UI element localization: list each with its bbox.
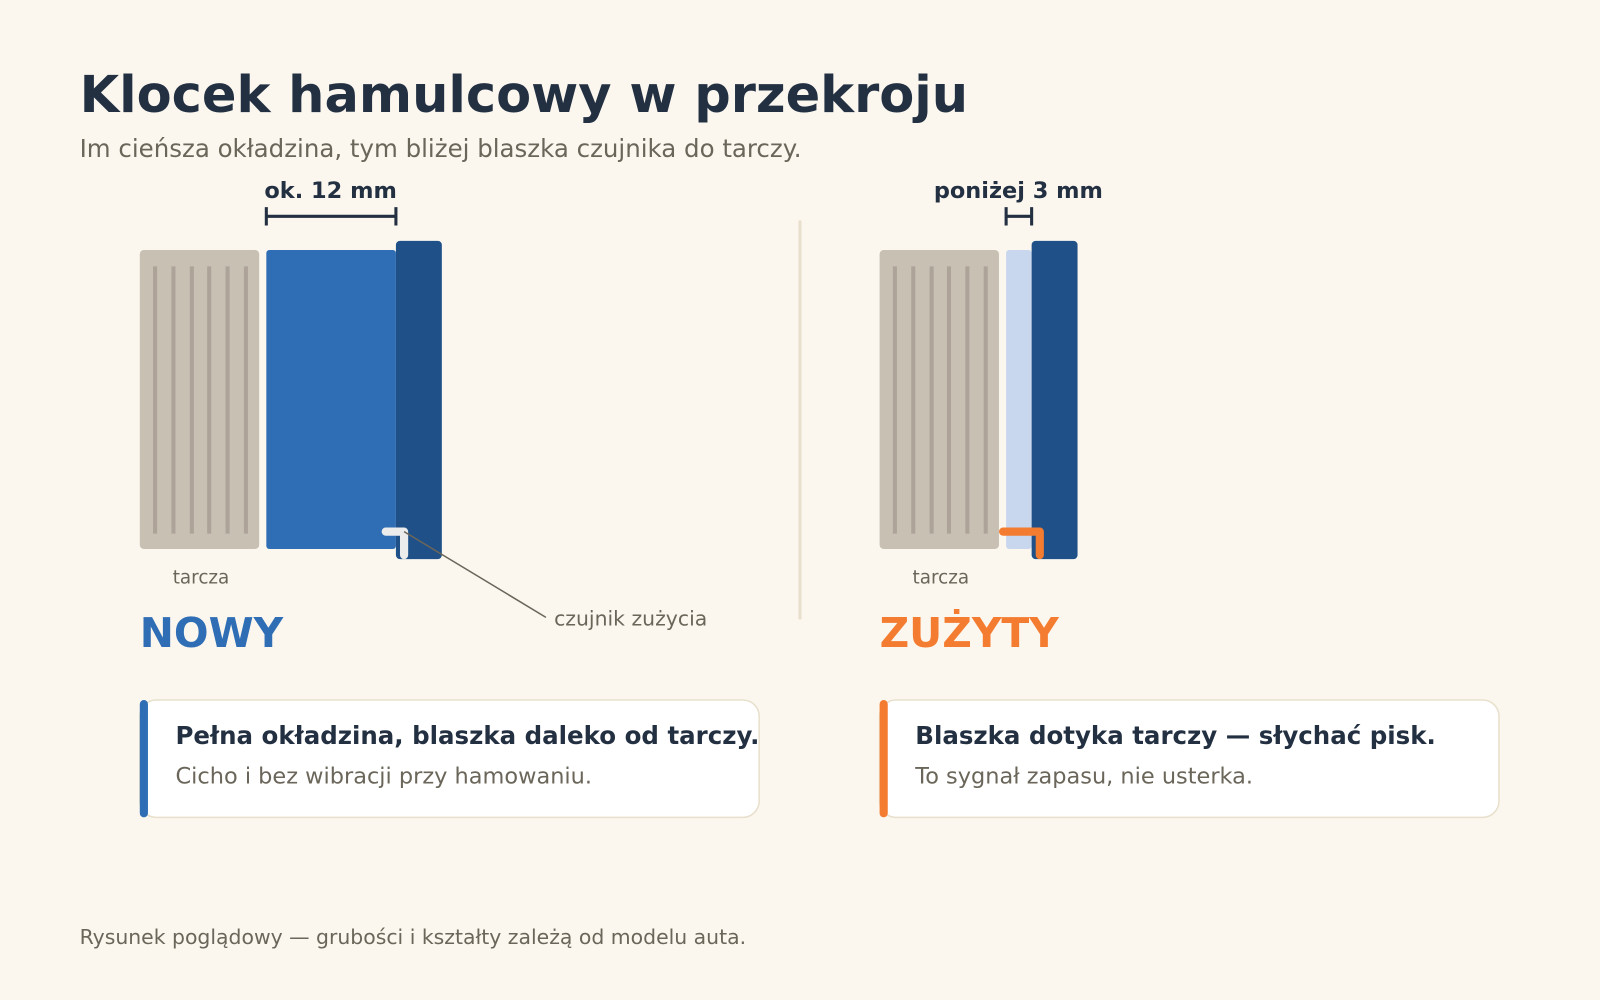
note-card: [139, 699, 760, 819]
callout-line: [403, 530, 547, 619]
disc-grooves: [892, 266, 988, 534]
disc: [879, 250, 999, 549]
dimension-line: [264, 207, 398, 226]
worn-pad-diagram: poniżej 3 mm tarcza ZUŻYTY: [879, 178, 1103, 657]
new-pad-diagram: ok. 12 mm czujnik zużycia tarcza NOWY: [139, 178, 707, 657]
state-label: NOWY: [140, 609, 284, 657]
backing-plate: [395, 240, 442, 560]
disc-grooves: [153, 266, 248, 534]
dimension-line: [1004, 207, 1034, 226]
wear-sensor: [998, 527, 1044, 560]
footer: Rysunek poglądowy — grubości i kształty …: [80, 925, 746, 949]
note-accent: [139, 700, 148, 818]
note-title: Pełna okładzina, blaszka daleko od tarcz…: [176, 721, 760, 750]
title: Klocek hamulcowy w przekroju: [80, 66, 969, 125]
thickness-label: ok. 12 mm: [264, 178, 396, 204]
state-label: ZUŻYTY: [880, 609, 1060, 657]
friction-lining: [266, 250, 396, 549]
disc-label: tarcza: [913, 568, 970, 589]
disc-label: tarcza: [173, 568, 230, 589]
note-title: Blaszka dotyka tarczy — słychać pisk.: [915, 721, 1436, 750]
disc: [139, 250, 260, 549]
subtitle: Im cieńsza okładzina, tym bliżej blaszka…: [80, 134, 802, 163]
thickness-label: poniżej 3 mm: [934, 178, 1103, 204]
backing-plate: [1031, 240, 1078, 560]
note-card: [878, 699, 1500, 819]
friction-lining: [1006, 250, 1032, 549]
new-pad-note: Pełna okładzina, blaszka daleko od tarcz…: [139, 699, 760, 819]
note-text: To sygnał zapasu, nie usterka.: [914, 764, 1253, 790]
callout-label: czujnik zużycia: [554, 607, 707, 631]
worn-pad-note: Blaszka dotyka tarczy — słychać pisk. To…: [878, 699, 1500, 819]
note-accent: [879, 700, 888, 818]
note-text: Cicho i bez wibracji przy hamowaniu.: [176, 764, 593, 790]
